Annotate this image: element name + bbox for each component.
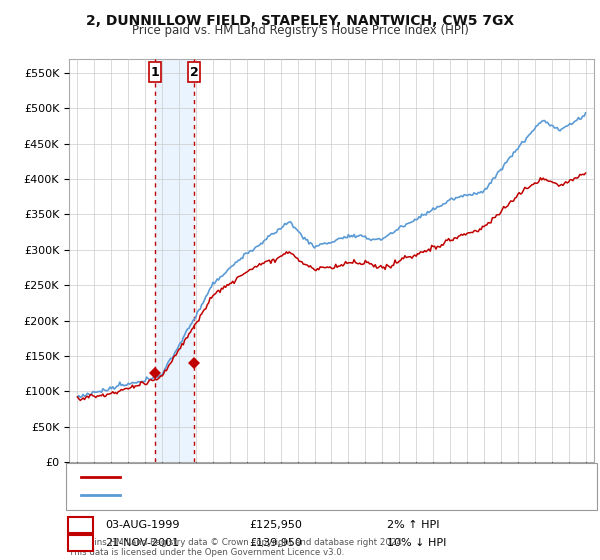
Text: 2, DUNNILLOW FIELD, STAPELEY, NANTWICH, CW5 7GX (detached house): 2, DUNNILLOW FIELD, STAPELEY, NANTWICH, … bbox=[126, 473, 507, 482]
Text: 2: 2 bbox=[190, 66, 199, 79]
Bar bbox=[188, 62, 200, 82]
Text: Contains HM Land Registry data © Crown copyright and database right 2024.
This d: Contains HM Land Registry data © Crown c… bbox=[69, 538, 404, 557]
Text: Price paid vs. HM Land Registry's House Price Index (HPI): Price paid vs. HM Land Registry's House … bbox=[131, 24, 469, 37]
Text: 2, DUNNILLOW FIELD, STAPELEY, NANTWICH, CW5 7GX: 2, DUNNILLOW FIELD, STAPELEY, NANTWICH, … bbox=[86, 14, 514, 28]
Bar bbox=[149, 62, 161, 82]
Text: 10% ↓ HPI: 10% ↓ HPI bbox=[387, 538, 446, 548]
Text: £139,950: £139,950 bbox=[249, 538, 302, 548]
Text: £125,950: £125,950 bbox=[249, 520, 302, 530]
Text: 21-NOV-2001: 21-NOV-2001 bbox=[105, 538, 179, 548]
Text: 1: 1 bbox=[151, 66, 160, 79]
Text: 03-AUG-1999: 03-AUG-1999 bbox=[105, 520, 179, 530]
Text: 2: 2 bbox=[76, 536, 85, 550]
Bar bbox=[155, 59, 194, 462]
Text: 2% ↑ HPI: 2% ↑ HPI bbox=[387, 520, 439, 530]
Text: HPI: Average price, detached house, Cheshire East: HPI: Average price, detached house, Ches… bbox=[126, 491, 391, 500]
Text: 1: 1 bbox=[76, 519, 85, 532]
